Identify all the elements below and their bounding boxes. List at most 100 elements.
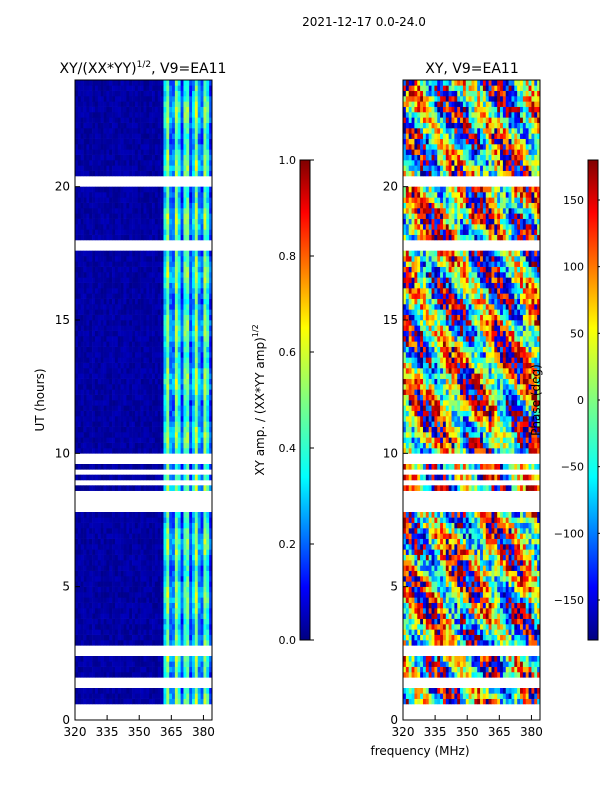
amplitude-cell <box>134 314 139 321</box>
amplitude-cell <box>203 698 207 705</box>
amplitude-cell <box>180 512 184 518</box>
amplitude-cell <box>180 405 184 411</box>
amplitude-cell <box>140 330 144 337</box>
amplitude-cell <box>97 576 101 582</box>
amplitude-cell <box>97 629 101 635</box>
amplitude-cell <box>154 218 159 225</box>
amplitude-cell <box>186 80 190 86</box>
amplitude-cell <box>183 378 187 385</box>
amplitude-cell <box>86 256 90 262</box>
amplitude-cell <box>172 581 176 587</box>
amplitude-cell <box>200 357 204 363</box>
amplitude-cell <box>197 293 201 299</box>
amplitude-cell <box>77 464 81 470</box>
amplitude-cell <box>77 261 81 267</box>
amplitude-cell <box>200 346 204 353</box>
amplitude-cell <box>197 112 201 118</box>
phase-cell <box>491 698 495 705</box>
amplitude-cell <box>160 608 164 614</box>
amplitude-cell <box>117 576 121 582</box>
amplitude-cell <box>197 282 201 289</box>
amplitude-cell <box>163 357 167 363</box>
amplitude-cell <box>97 229 101 235</box>
amplitude-cell <box>206 373 210 379</box>
amplitude-cell <box>117 165 121 171</box>
amplitude-cell <box>183 101 187 107</box>
amplitude-cell <box>160 170 164 177</box>
amplitude-cell <box>83 437 87 443</box>
amplitude-cell <box>194 474 199 481</box>
phase-cell <box>420 698 424 705</box>
amplitude-cell <box>172 346 176 353</box>
amplitude-cell <box>114 218 119 225</box>
amplitude-cell <box>112 634 116 641</box>
amplitude-cell <box>140 373 144 379</box>
amplitude-cell <box>89 186 93 193</box>
amplitude-cell <box>83 613 87 619</box>
phase-cell <box>420 693 424 699</box>
amplitude-cell <box>203 528 207 534</box>
amplitude-cell <box>203 656 207 662</box>
amplitude-cell <box>169 474 173 481</box>
amplitude-cell <box>146 186 150 193</box>
amplitude-cell <box>203 533 207 539</box>
amplitude-cell <box>140 128 144 134</box>
amplitude-cell <box>160 688 164 694</box>
amplitude-cell <box>189 165 193 171</box>
amplitude-cell <box>157 106 161 113</box>
amplitude-cell <box>177 304 181 310</box>
amplitude-cell <box>92 80 96 86</box>
amplitude-cell <box>146 570 150 577</box>
amplitude-cell <box>123 432 127 438</box>
amplitude-cell <box>160 234 164 241</box>
amplitude-cell <box>100 522 104 529</box>
amplitude-cell <box>86 565 90 571</box>
amplitude-cell <box>200 597 204 603</box>
amplitude-cell <box>117 549 121 555</box>
amplitude-cell <box>143 549 147 555</box>
amplitude-cell <box>94 341 99 347</box>
amplitude-cell <box>100 410 104 417</box>
amplitude-cell <box>92 549 96 555</box>
amplitude-cell <box>197 592 201 598</box>
amplitude-cell <box>129 213 133 219</box>
amplitude-cell <box>89 698 93 705</box>
amplitude-cell <box>126 314 130 321</box>
amplitude-cell <box>103 634 107 641</box>
amplitude-cell <box>86 672 90 678</box>
amplitude-cell <box>100 624 104 630</box>
amplitude-cell <box>75 202 79 209</box>
amplitude-cell <box>166 160 170 166</box>
amplitude-cell <box>126 560 130 566</box>
amplitude-cell <box>183 261 187 267</box>
amplitude-cell <box>183 272 187 278</box>
amplitude-cell <box>106 368 110 374</box>
amplitude-cell <box>117 522 121 529</box>
y-tick-label: 20 <box>55 180 70 194</box>
amplitude-cell <box>92 256 96 262</box>
amplitude-cell <box>152 560 156 566</box>
amplitude-cell <box>132 352 136 358</box>
amplitude-cell <box>143 634 147 641</box>
amplitude-cell <box>174 122 179 129</box>
amplitude-cell <box>80 442 84 449</box>
amplitude-cell <box>163 608 167 614</box>
amplitude-cell <box>109 688 113 694</box>
amplitude-cell <box>206 437 210 443</box>
amplitude-cell <box>132 234 136 241</box>
amplitude-cell <box>120 565 124 571</box>
amplitude-cell <box>166 570 170 577</box>
amplitude-cell <box>103 341 107 347</box>
phase-cell <box>451 693 455 699</box>
amplitude-cell <box>203 160 207 166</box>
amplitude-cell <box>114 309 119 315</box>
amplitude-cell <box>75 352 79 358</box>
amplitude-cell <box>109 346 113 353</box>
amplitude-cell <box>160 298 164 305</box>
amplitude-cell <box>152 522 156 529</box>
phase-cell <box>477 693 481 699</box>
amplitude-cell <box>123 250 127 257</box>
amplitude-cell <box>123 160 127 166</box>
amplitude-cell <box>109 80 113 86</box>
amplitude-cell <box>112 405 116 411</box>
